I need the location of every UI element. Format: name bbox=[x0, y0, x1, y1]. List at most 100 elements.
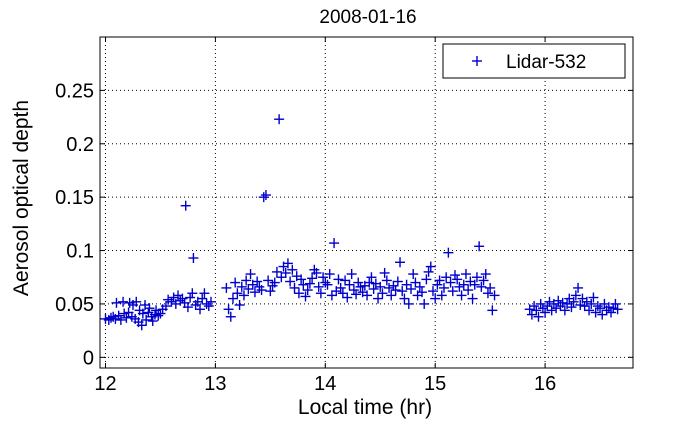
data-point bbox=[225, 311, 236, 322]
data-point bbox=[180, 200, 191, 211]
data-point bbox=[458, 279, 469, 290]
data-point bbox=[456, 290, 467, 301]
data-point bbox=[408, 269, 419, 280]
data-point bbox=[377, 288, 388, 299]
plot-area bbox=[100, 37, 633, 368]
data-point bbox=[195, 304, 206, 315]
x-tick-label: 15 bbox=[424, 373, 446, 395]
data-point bbox=[427, 286, 438, 297]
data-point bbox=[168, 292, 179, 303]
data-point bbox=[182, 302, 193, 313]
data-point bbox=[320, 277, 331, 288]
data-point bbox=[425, 261, 436, 272]
data-point bbox=[432, 279, 443, 290]
data-point bbox=[276, 272, 287, 283]
data-point bbox=[423, 266, 434, 277]
data-point bbox=[289, 282, 300, 293]
x-tick-label: 16 bbox=[534, 373, 556, 395]
y-tick-label: 0.05 bbox=[55, 294, 94, 316]
data-point bbox=[487, 305, 498, 316]
data-point bbox=[471, 272, 482, 283]
data-point bbox=[282, 258, 293, 269]
data-point bbox=[592, 301, 603, 312]
data-point bbox=[115, 314, 126, 325]
data-point bbox=[221, 282, 232, 293]
data-point bbox=[452, 274, 463, 285]
data-point bbox=[245, 269, 256, 280]
data-point bbox=[542, 301, 553, 312]
data-point bbox=[381, 275, 392, 286]
data-point bbox=[353, 277, 364, 288]
data-point bbox=[118, 296, 129, 307]
y-tick-label: 0.25 bbox=[55, 80, 94, 102]
y-tick-label: 0.1 bbox=[66, 241, 94, 263]
data-point bbox=[205, 296, 216, 307]
data-point bbox=[368, 283, 379, 294]
data-point bbox=[230, 277, 241, 288]
data-point bbox=[136, 320, 147, 331]
data-point bbox=[342, 292, 353, 303]
data-point bbox=[489, 290, 500, 301]
y-tick-label: 0 bbox=[83, 347, 94, 369]
data-point bbox=[469, 279, 480, 290]
data-point bbox=[302, 285, 313, 296]
axis-ticks: 12 13 14 15 16 0 0.05 0.1 0.15 0.2 0.25 bbox=[55, 37, 633, 395]
data-point bbox=[463, 285, 474, 296]
data-point bbox=[568, 296, 579, 307]
data-point bbox=[274, 114, 285, 125]
data-point bbox=[546, 305, 557, 316]
data-point bbox=[535, 298, 546, 309]
data-point bbox=[392, 276, 403, 287]
data-point bbox=[232, 288, 243, 299]
data-point bbox=[315, 288, 326, 299]
data-point bbox=[141, 314, 152, 325]
data-point bbox=[311, 267, 322, 278]
data-point bbox=[421, 274, 432, 285]
data-point bbox=[485, 282, 496, 293]
data-point bbox=[401, 279, 412, 290]
data-point bbox=[296, 274, 307, 285]
data-point bbox=[187, 288, 198, 299]
data-point bbox=[467, 293, 478, 304]
data-point bbox=[293, 288, 304, 299]
data-point bbox=[595, 303, 606, 314]
y-tick-label: 0.15 bbox=[55, 187, 94, 209]
data-point bbox=[300, 291, 311, 302]
data-point bbox=[322, 279, 333, 290]
data-point bbox=[419, 298, 430, 309]
data-point bbox=[410, 277, 421, 288]
data-point bbox=[258, 192, 269, 203]
data-point bbox=[597, 309, 608, 320]
data-point bbox=[249, 287, 260, 298]
data-point bbox=[388, 280, 399, 291]
data-point bbox=[544, 296, 555, 307]
data-point bbox=[280, 267, 291, 278]
data-point bbox=[144, 303, 155, 314]
data-point bbox=[166, 296, 177, 307]
data-point bbox=[355, 281, 366, 292]
data-point bbox=[375, 281, 386, 292]
data-point bbox=[364, 277, 375, 288]
data-point bbox=[223, 304, 234, 315]
data-point bbox=[551, 303, 562, 314]
data-point bbox=[329, 238, 340, 249]
data-point bbox=[119, 308, 130, 319]
data-point bbox=[256, 285, 267, 296]
data-point bbox=[147, 316, 158, 327]
data-point bbox=[227, 293, 238, 304]
data-point bbox=[416, 287, 427, 298]
data-point bbox=[121, 312, 132, 323]
x-axis-label: Local time (hr) bbox=[298, 396, 432, 419]
data-point bbox=[324, 269, 335, 280]
data-point bbox=[553, 295, 564, 306]
data-point bbox=[586, 298, 597, 309]
data-point bbox=[482, 288, 493, 299]
data-point bbox=[269, 277, 280, 288]
data-point bbox=[533, 311, 544, 322]
data-point bbox=[403, 298, 414, 309]
legend-marker bbox=[472, 56, 482, 66]
data-point bbox=[318, 272, 329, 283]
data-point bbox=[447, 286, 458, 297]
